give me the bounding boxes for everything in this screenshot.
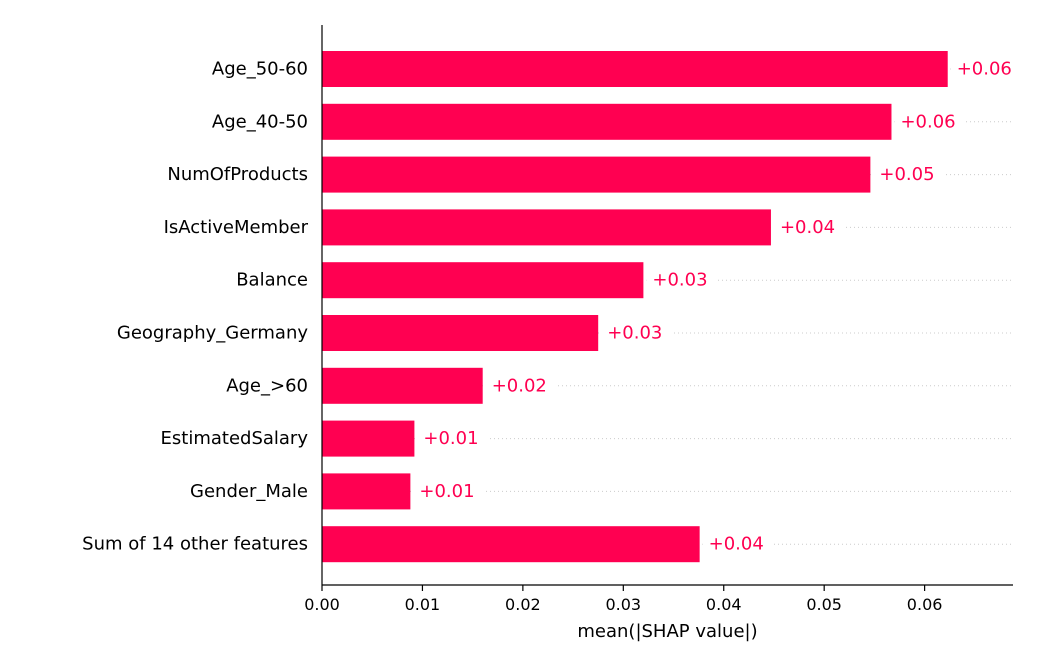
value-label-background — [485, 373, 556, 398]
feature-label: EstimatedSalary — [161, 428, 309, 449]
x-tick-label: 0.01 — [405, 595, 441, 614]
x-axis-ticks: 0.00 0.01 0.02 0.03 0.04 0.05 0.06 — [304, 585, 942, 614]
x-tick-label: 0.05 — [806, 595, 842, 614]
feature-label: Geography_Germany — [117, 323, 308, 344]
row-guide-lines — [322, 68, 1013, 545]
value-label-background — [702, 532, 773, 557]
value-label-background — [417, 426, 488, 451]
feature-label: Age_50-60 — [212, 59, 308, 80]
value-label: +0.03 — [652, 270, 707, 291]
value-label: +0.03 — [607, 323, 662, 344]
value-label: +0.05 — [879, 164, 934, 185]
bar — [322, 103, 892, 140]
value-label-background — [950, 57, 1021, 81]
value-label: +0.01 — [419, 481, 474, 502]
bar — [322, 420, 415, 457]
value-label: +0.06 — [900, 111, 955, 132]
feature-label: IsActiveMember — [164, 217, 309, 238]
value-label-background — [773, 215, 844, 240]
value-label-background — [873, 162, 944, 187]
value-label: +0.02 — [492, 375, 547, 396]
x-tick-label: 0.03 — [605, 595, 641, 614]
x-tick-label: 0.04 — [706, 595, 742, 614]
bar — [322, 262, 644, 299]
value-label: +0.06 — [957, 59, 1012, 80]
value-label-background — [601, 321, 672, 345]
bar — [322, 473, 411, 510]
value-label-background — [646, 268, 717, 293]
bar — [322, 209, 771, 246]
value-labels: +0.06 +0.06 +0.05 +0.04 +0.03 +0.03 +0.02 +0.01… — [413, 57, 1021, 557]
value-label: +0.04 — [780, 217, 835, 238]
bar — [322, 367, 483, 404]
value-label: +0.01 — [423, 428, 478, 449]
value-label-background — [894, 109, 965, 134]
bar — [322, 156, 871, 193]
x-axis-title: mean(|SHAP value|) — [577, 621, 757, 642]
feature-labels: Age_50-60 Age_40-50 NumOfProducts IsActiveM… — [82, 59, 308, 555]
bar — [322, 526, 700, 563]
x-tick-label: 0.06 — [907, 595, 943, 614]
feature-label: Balance — [236, 270, 308, 291]
value-label: +0.04 — [709, 534, 764, 555]
feature-label: NumOfProducts — [167, 164, 308, 185]
bar-series — [322, 51, 948, 563]
bar — [322, 315, 599, 351]
x-tick-label: 0.00 — [304, 595, 340, 614]
feature-label: Age_>60 — [226, 375, 308, 396]
value-label-background — [413, 479, 484, 504]
feature-label: Age_40-50 — [212, 111, 308, 132]
x-tick-label: 0.02 — [505, 595, 541, 614]
feature-label: Gender_Male — [190, 481, 308, 502]
feature-label: Sum of 14 other features — [82, 534, 308, 555]
bar — [322, 51, 948, 87]
